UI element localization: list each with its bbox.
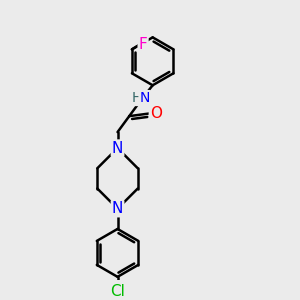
Text: H: H bbox=[132, 91, 142, 105]
Text: F: F bbox=[139, 37, 148, 52]
Text: N: N bbox=[112, 201, 123, 216]
Text: O: O bbox=[150, 106, 162, 121]
Text: Cl: Cl bbox=[110, 284, 125, 299]
Text: N: N bbox=[140, 91, 150, 105]
Text: N: N bbox=[112, 141, 123, 156]
